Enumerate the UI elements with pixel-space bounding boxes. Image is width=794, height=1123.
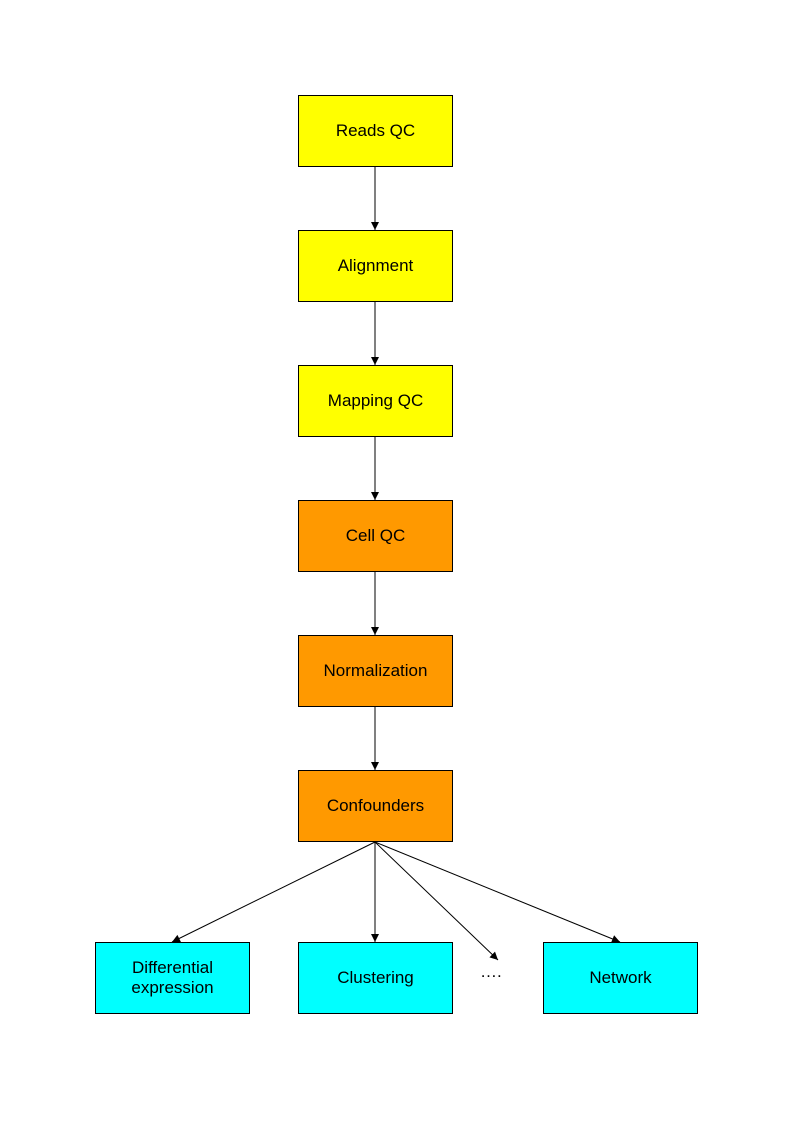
- edge-confounders-to-network: [375, 842, 620, 942]
- node-alignment: Alignment: [298, 230, 453, 302]
- node-cell_qc: Cell QC: [298, 500, 453, 572]
- node-clustering: Clustering: [298, 942, 453, 1014]
- edge-confounders-to-diff_expr: [172, 842, 375, 942]
- node-reads_qc: Reads QC: [298, 95, 453, 167]
- ellipsis-label: ….: [480, 962, 502, 982]
- node-mapping_qc: Mapping QC: [298, 365, 453, 437]
- node-normalization: Normalization: [298, 635, 453, 707]
- node-confounders: Confounders: [298, 770, 453, 842]
- node-network: Network: [543, 942, 698, 1014]
- node-diff_expr: Differential expression: [95, 942, 250, 1014]
